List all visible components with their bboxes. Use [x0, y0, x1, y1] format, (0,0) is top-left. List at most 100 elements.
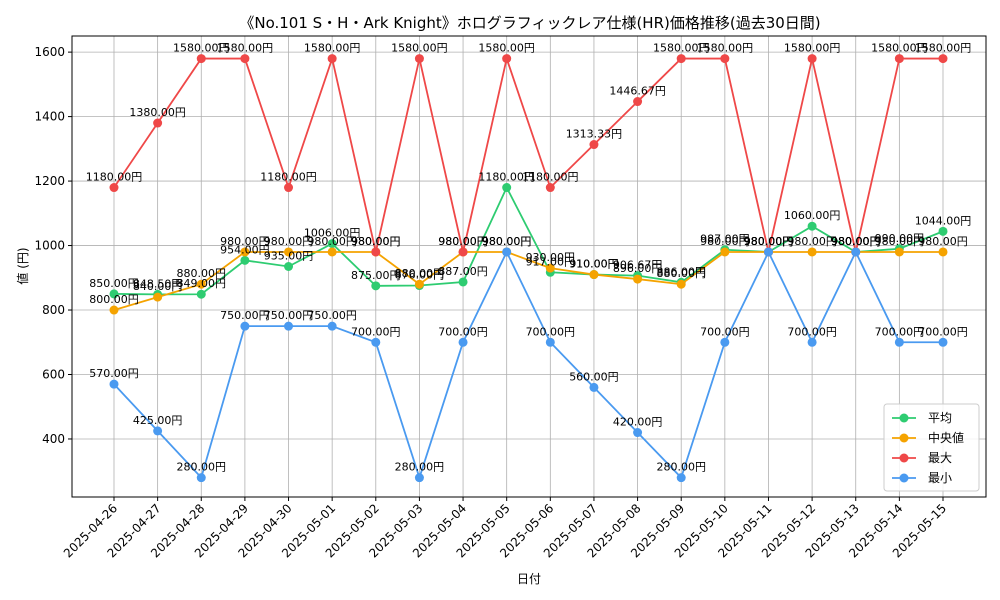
data-point [894, 247, 904, 257]
data-label: 700.00円 [918, 325, 968, 338]
data-label: 420.00円 [613, 416, 663, 429]
data-point [371, 281, 381, 291]
legend-marker [899, 453, 909, 463]
data-point [240, 247, 250, 257]
data-point [196, 279, 206, 289]
data-label: 887.00円 [438, 265, 488, 278]
data-label: 980.00円 [875, 235, 925, 248]
data-point [109, 289, 119, 299]
data-label: 980.00円 [744, 235, 794, 248]
data-point [938, 247, 948, 257]
y-tick-label: 1000 [34, 239, 65, 253]
series-line-3 [113, 249, 943, 481]
data-label: 880.00円 [177, 267, 227, 280]
data-point [109, 379, 119, 389]
data-point [458, 247, 468, 257]
data-point [938, 54, 948, 64]
data-label: 980.00円 [307, 235, 357, 248]
legend-entry: 最大 [928, 451, 952, 465]
data-label: 560.00円 [569, 370, 619, 383]
data-label: 980.00円 [744, 235, 794, 248]
data-point [458, 277, 468, 287]
data-label: 980.00円 [351, 235, 401, 248]
series-line-1 [113, 251, 943, 311]
data-point [633, 274, 643, 284]
data-label: 700.00円 [875, 325, 925, 338]
y-tick-label: 1400 [34, 110, 65, 124]
data-point [720, 337, 730, 347]
data-point [196, 473, 206, 483]
data-label: 848.50円 [133, 277, 183, 290]
data-label: 935.00円 [264, 250, 314, 263]
data-point [545, 337, 555, 347]
data-label: 1580.00円 [304, 42, 361, 55]
series-line-2 [113, 55, 943, 253]
data-point [153, 292, 163, 302]
data-label: 425.00円 [133, 414, 183, 427]
data-label: 980.00円 [482, 235, 532, 248]
data-point [676, 473, 686, 483]
data-point [153, 426, 163, 436]
data-label: 980.00円 [438, 235, 488, 248]
data-point [851, 247, 861, 257]
data-label: 1580.00円 [173, 42, 230, 55]
data-point [894, 337, 904, 347]
data-label: 917.00円 [526, 255, 576, 268]
data-label: 750.00円 [264, 309, 314, 322]
legend-entry: 平均 [928, 411, 952, 425]
legend-marker [899, 473, 909, 483]
x-axis-ticks: 2025-04-262025-04-272025-04-282025-04-29… [61, 497, 949, 560]
data-point [589, 140, 599, 150]
data-point [633, 428, 643, 438]
data-label: 930.00円 [526, 251, 576, 264]
data-label: 910.00円 [569, 258, 619, 271]
data-label: 750.00円 [220, 309, 270, 322]
data-point [327, 54, 337, 64]
data-point [414, 54, 424, 64]
data-label: 1580.00円 [478, 42, 535, 55]
data-point [676, 279, 686, 289]
data-label: 980.00円 [787, 235, 837, 248]
data-label: 280.00円 [656, 461, 706, 474]
data-label: 954.00円 [220, 243, 270, 256]
data-label: 980.00円 [264, 235, 314, 248]
data-point [284, 183, 294, 193]
data-point [327, 247, 337, 257]
data-label: 980.00円 [831, 235, 881, 248]
data-point [196, 54, 206, 64]
data-label: 1380.00円 [129, 106, 186, 119]
data-point [284, 321, 294, 331]
data-point [458, 337, 468, 347]
data-point [502, 183, 512, 193]
legend-entry: 中央値 [928, 430, 964, 445]
data-label: 880.00円 [395, 267, 445, 280]
data-label: 980.00円 [744, 235, 794, 248]
data-point [894, 54, 904, 64]
y-tick-label: 1600 [34, 45, 65, 59]
data-label: 840.00円 [133, 280, 183, 293]
data-label: 875.00円 [351, 269, 401, 282]
data-point [327, 239, 337, 249]
data-point [807, 337, 817, 347]
data-label: 1180.00円 [86, 171, 143, 184]
data-point [545, 263, 555, 273]
data-point [240, 54, 250, 64]
data-point [807, 221, 817, 231]
data-label: 987.00円 [700, 233, 750, 246]
data-label: 1180.00円 [260, 171, 317, 184]
data-label: 980.00円 [482, 235, 532, 248]
data-label: 700.00円 [700, 325, 750, 338]
data-point [284, 262, 294, 271]
data-point [109, 183, 119, 193]
data-label: 1006.00円 [304, 227, 361, 240]
data-point [153, 118, 163, 128]
data-point [502, 54, 512, 64]
data-label: 750.00円 [307, 309, 357, 322]
data-label: 280.00円 [177, 461, 227, 474]
data-label: 1580.00円 [871, 42, 928, 55]
data-point [807, 247, 817, 257]
data-point [109, 305, 119, 315]
